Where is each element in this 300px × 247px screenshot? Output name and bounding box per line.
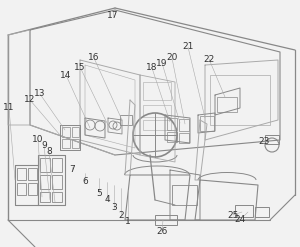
Bar: [143, 105, 171, 117]
Bar: [52, 158, 62, 172]
Text: 22: 22: [203, 55, 214, 63]
Bar: [40, 192, 50, 202]
Text: 3: 3: [111, 204, 117, 212]
Bar: [62, 127, 70, 137]
Text: 1: 1: [125, 218, 131, 226]
Text: 18: 18: [146, 63, 158, 73]
Bar: [72, 127, 79, 137]
Bar: [265, 135, 279, 144]
Text: 24: 24: [234, 215, 246, 225]
Text: 21: 21: [182, 42, 194, 52]
Bar: [62, 139, 70, 148]
Bar: [72, 139, 79, 148]
Text: 26: 26: [156, 227, 168, 236]
Bar: [155, 215, 177, 225]
Bar: [40, 158, 50, 172]
Bar: [40, 175, 50, 189]
Text: 25: 25: [227, 210, 239, 220]
Bar: [52, 192, 62, 202]
Bar: [217, 97, 237, 112]
Text: 10: 10: [32, 136, 44, 144]
Text: 20: 20: [166, 54, 178, 62]
Bar: [17, 183, 26, 195]
Bar: [200, 116, 214, 131]
Text: 7: 7: [69, 165, 75, 173]
Bar: [235, 205, 253, 217]
Text: 16: 16: [88, 54, 100, 62]
Text: 11: 11: [3, 103, 15, 112]
Text: 9: 9: [41, 142, 47, 150]
Bar: [172, 185, 197, 205]
Bar: [255, 207, 269, 217]
Bar: [179, 119, 189, 131]
Text: 15: 15: [74, 62, 86, 71]
Bar: [167, 118, 177, 130]
Bar: [167, 132, 177, 142]
Text: 4: 4: [104, 195, 110, 205]
Text: 23: 23: [258, 137, 270, 145]
Text: 5: 5: [96, 188, 102, 198]
Text: 12: 12: [24, 96, 36, 104]
Bar: [28, 183, 37, 195]
Bar: [120, 115, 132, 125]
Text: 8: 8: [46, 147, 52, 157]
Bar: [52, 175, 62, 189]
Text: 13: 13: [34, 89, 46, 99]
Bar: [143, 82, 171, 100]
Bar: [28, 168, 37, 180]
Text: 19: 19: [156, 59, 168, 67]
Text: 14: 14: [60, 70, 72, 80]
Bar: [179, 133, 189, 143]
Bar: [210, 75, 270, 125]
Text: 2: 2: [118, 210, 124, 220]
Text: 6: 6: [82, 177, 88, 185]
Text: 17: 17: [107, 12, 119, 21]
Bar: [17, 168, 26, 180]
Bar: [143, 120, 171, 130]
